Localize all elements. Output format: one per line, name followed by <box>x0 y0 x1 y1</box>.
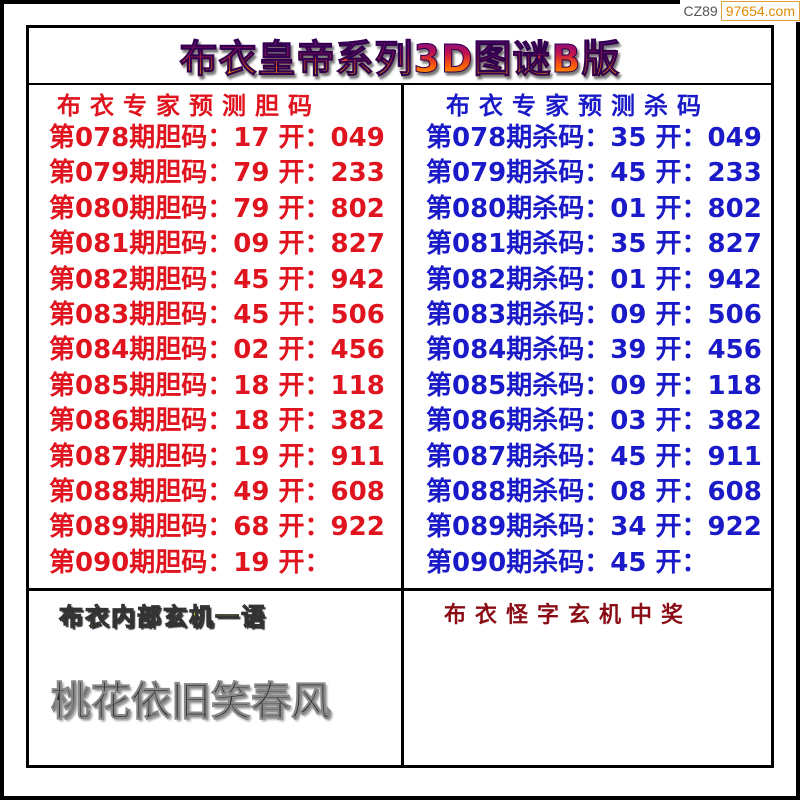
dan-row: 第080期胆码：79 开：802 <box>49 193 385 224</box>
dan-row: 第088期胆码：49 开：608 <box>49 476 385 507</box>
sha-row: 第084期杀码：39 开：456 <box>426 335 762 366</box>
sha-row: 第081期杀码：35 开：827 <box>426 229 762 260</box>
dan-row: 第083期胆码：45 开：506 <box>49 299 385 330</box>
page-title: 布衣皇帝系列3D图谜B版 <box>179 28 621 83</box>
dan-row: 第087期胆码：19 开：911 <box>49 441 385 472</box>
dan-row: 第089期胆码：68 开：922 <box>49 512 385 543</box>
sha-row: 第080期杀码：01 开：802 <box>426 193 762 224</box>
sha-row: 第078期杀码：35 开：049 <box>426 123 762 153</box>
dan-row: 第082期胆码：45 开：942 <box>49 264 385 295</box>
sha-row: 第087期杀码：45 开：911 <box>426 441 762 472</box>
inside-hint-header: 布衣内部玄机一语 <box>59 603 267 632</box>
dan-row: 第090期胆码：19 开： <box>49 547 331 578</box>
dan-column: 布衣专家预测胆码 第078期胆码：17 开：049 第079期胆码：79 开：23… <box>29 85 404 588</box>
dan-row: 第085期胆码：18 开：118 <box>49 370 385 401</box>
sha-row: 第079期杀码：45 开：233 <box>426 158 762 189</box>
sha-row: 第086期杀码：03 开：382 <box>426 406 762 437</box>
dan-row: 第079期胆码：79 开：233 <box>49 158 385 189</box>
sha-row: 第083期杀码：09 开：506 <box>426 299 762 330</box>
sha-row: 第082期杀码：01 开：942 <box>426 264 762 295</box>
dan-header: 布衣专家预测胆码 <box>57 91 321 120</box>
watermark-prefix: CZ89 <box>683 3 718 19</box>
dan-row: 第081期胆码：09 开：827 <box>49 229 385 260</box>
sha-row: 第089期杀码：34 开：922 <box>426 512 762 543</box>
watermark: CZ89 97654.com <box>680 0 800 22</box>
sha-column: 布衣专家预测杀码 第078期杀码：35 开：049 第079期杀码：45 开：23… <box>404 85 771 588</box>
dan-row: 第084期胆码：02 开：456 <box>49 335 385 366</box>
odd-char-panel: 布衣怪字玄机中奖 <box>404 591 771 768</box>
inside-hint-panel: 布衣内部玄机一语 桃花依旧笑春风 <box>29 591 404 768</box>
inside-hint-slogan: 桃花依旧笑春风 <box>51 679 332 726</box>
sha-row: 第088期杀码：08 开：608 <box>426 476 762 507</box>
watermark-site: 97654.com <box>720 1 800 21</box>
sha-row: 第090期杀码：45 开： <box>426 547 708 578</box>
dan-row: 第078期胆码：17 开：049 <box>49 123 385 153</box>
sha-row: 第085期杀码：09 开：118 <box>426 370 762 401</box>
prediction-table: 布衣皇帝系列3D图谜B版 布衣专家预测胆码 第078期胆码：17 开：049 第0… <box>26 25 774 768</box>
odd-char-header: 布衣怪字玄机中奖 <box>444 603 693 628</box>
sha-header: 布衣专家预测杀码 <box>446 91 710 120</box>
title-bar: 布衣皇帝系列3D图谜B版 <box>29 28 771 85</box>
bottom-section: 布衣内部玄机一语 桃花依旧笑春风 布衣怪字玄机中奖 <box>29 588 771 768</box>
dan-row: 第086期胆码：18 开：382 <box>49 406 385 437</box>
